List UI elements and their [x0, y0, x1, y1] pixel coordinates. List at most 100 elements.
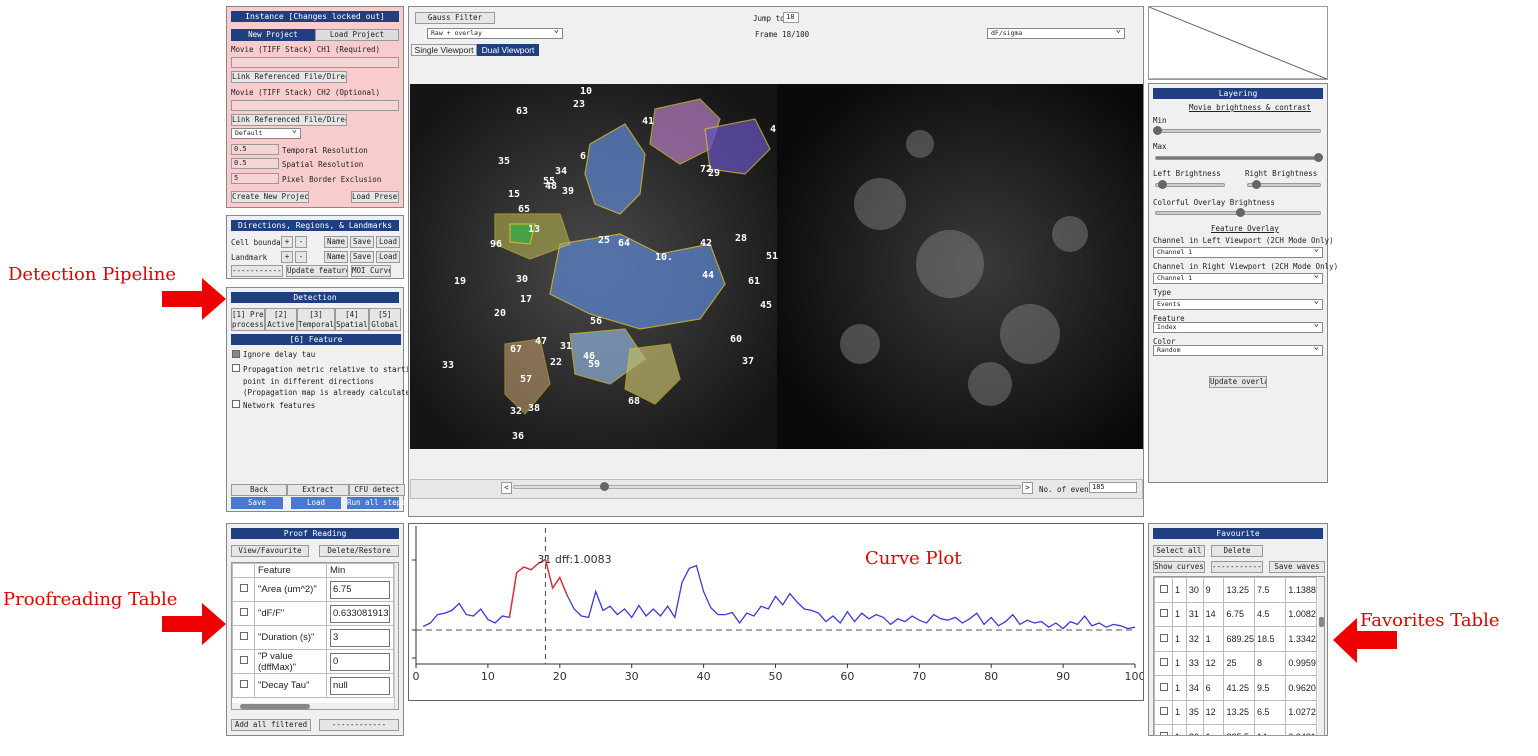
new-project-tab[interactable]: New Project — [231, 29, 315, 41]
event-label[interactable]: 65 — [518, 204, 530, 215]
event-label[interactable]: 42 — [700, 238, 712, 249]
view-favourite-button[interactable]: View/Favourite — [231, 545, 309, 557]
event-label[interactable]: 47 — [535, 336, 547, 347]
right-brightness-thumb[interactable] — [1252, 180, 1261, 189]
load-button[interactable]: Load — [291, 497, 341, 509]
event-label[interactable]: 15 — [508, 189, 520, 200]
event-label[interactable]: 23 — [573, 99, 585, 110]
event-region[interactable] — [704, 118, 771, 175]
delete-restore-button[interactable]: Delete/Restore — [319, 545, 399, 557]
event-label[interactable]: 41 — [642, 116, 654, 127]
overlay-brightness-slider[interactable] — [1155, 208, 1321, 217]
frame-prev-button[interactable]: < — [501, 482, 512, 494]
min-slider-thumb[interactable] — [1153, 126, 1162, 135]
event-label[interactable]: 96 — [490, 239, 502, 250]
right-brightness-slider[interactable] — [1247, 180, 1321, 189]
moi-curve-button[interactable]: MOI Curve — [351, 265, 391, 277]
event-label[interactable]: 33 — [442, 360, 454, 371]
event-label[interactable]: 34 — [555, 166, 567, 177]
channel-left-select[interactable]: Channel 1 — [1153, 245, 1323, 258]
frame-next-button[interactable]: > — [1022, 482, 1033, 494]
favourite-row-checkbox[interactable] — [1159, 707, 1168, 716]
select-all-button[interactable]: Select all — [1153, 545, 1205, 557]
tab-single-viewport[interactable]: Single Viewport — [411, 44, 477, 56]
gauss-filter-button[interactable]: Gauss Filter — [415, 12, 495, 24]
events-count-input[interactable]: 185 — [1089, 482, 1137, 493]
cell-boundary-add-button[interactable]: + — [281, 236, 293, 248]
show-curves-button[interactable]: Show curves — [1153, 561, 1205, 573]
overlay-select[interactable]: Raw + overlay — [427, 26, 563, 39]
update-features-button[interactable]: Update features — [286, 265, 348, 277]
movie-brightness-link[interactable]: Movie brightness & contrast — [1189, 103, 1311, 112]
event-label[interactable]: 17 — [520, 294, 532, 305]
network-checkbox[interactable] — [232, 400, 240, 408]
border-input[interactable]: 5 — [231, 173, 279, 184]
run-all-steps-button[interactable]: Run all steps — [347, 497, 406, 509]
event-label[interactable]: 31 — [560, 341, 572, 352]
metric-select[interactable]: dF/sigma — [987, 26, 1125, 39]
image-viewport[interactable]: 10 23 63 41 4 35 72 29 6 34 55 48 39 15 65 13 96 25 64 42 28… — [410, 84, 1143, 449]
event-label[interactable]: 29 — [708, 168, 720, 179]
fav-vscroll[interactable] — [1318, 577, 1324, 735]
left-brightness-thumb[interactable] — [1158, 180, 1167, 189]
proof-row-checkbox[interactable] — [239, 680, 248, 688]
event-label[interactable]: 6 — [580, 151, 586, 162]
event-label[interactable]: 36 — [512, 431, 524, 442]
event-label[interactable]: 51 — [766, 251, 778, 262]
proof-hscroll[interactable] — [232, 703, 394, 709]
favourite-row-checkbox[interactable] — [1159, 609, 1168, 618]
proof-dashes-button[interactable]: ------------ — [319, 719, 399, 731]
proof-row[interactable]: "Decay Tau" null — [232, 673, 394, 698]
proof-row-checkbox[interactable] — [239, 584, 248, 592]
event-label[interactable]: 45 — [760, 300, 772, 311]
left-brightness-slider[interactable] — [1155, 180, 1225, 189]
ignore-delay-checkbox[interactable] — [232, 350, 240, 358]
event-label[interactable]: 56 — [590, 316, 602, 327]
favourite-row[interactable]: 1361225.5140.94319 — [1154, 724, 1317, 735]
ch2-input[interactable] — [231, 100, 399, 111]
proof-row-min-input[interactable]: null — [330, 676, 390, 695]
landmark-name-button[interactable]: Name — [324, 251, 348, 263]
proof-row-checkbox[interactable] — [239, 632, 248, 640]
spatial-input[interactable]: 0.5 — [231, 158, 279, 169]
favourite-row-checkbox[interactable] — [1159, 682, 1168, 691]
preset-select[interactable]: Default — [231, 126, 301, 139]
favourite-row-checkbox[interactable] — [1159, 584, 1168, 593]
favourite-row-checkbox[interactable] — [1159, 633, 1168, 642]
proof-row-checkbox[interactable] — [239, 608, 248, 616]
proof-row-min-input[interactable]: 6.75 — [330, 580, 390, 599]
dashes-button[interactable]: ------------ — [231, 265, 283, 277]
event-label[interactable]: 19 — [454, 276, 466, 287]
detection-step-1[interactable]: [1] Pre process — [231, 308, 265, 331]
event-label[interactable]: 44 — [702, 270, 714, 281]
event-label[interactable]: 60 — [730, 334, 742, 345]
landmark-save-button[interactable]: Save — [350, 251, 374, 263]
landmark-add-button[interactable]: + — [281, 251, 293, 263]
event-label[interactable]: 28 — [735, 233, 747, 244]
event-label[interactable]: 61 — [748, 276, 760, 287]
event-label[interactable]: 4 — [770, 124, 776, 135]
feature-step-tab[interactable]: [6] Feature — [231, 334, 401, 345]
event-region[interactable] — [549, 233, 726, 330]
ch1-input[interactable] — [231, 57, 399, 68]
save-button[interactable]: Save — [231, 497, 283, 509]
color-select[interactable]: Random — [1153, 343, 1323, 356]
frame-slider-thumb[interactable] — [600, 482, 609, 491]
save-waves-button[interactable]: Save waves — [1269, 561, 1325, 573]
event-region[interactable] — [504, 338, 551, 415]
right-viewport[interactable] — [777, 84, 1143, 449]
jump-to-input[interactable]: 18 — [783, 12, 799, 23]
event-label[interactable]: 10. — [655, 252, 673, 263]
favourite-row-checkbox[interactable] — [1159, 658, 1168, 667]
proof-row[interactable]: "Duration (s)" 3 — [232, 625, 394, 650]
detection-step-2[interactable]: [2] Active — [264, 308, 297, 331]
event-label[interactable]: 38 — [528, 403, 540, 414]
create-project-button[interactable]: Create New Project — [231, 191, 309, 203]
landmark-load-button[interactable]: Load — [376, 251, 400, 263]
event-region[interactable] — [584, 123, 646, 215]
frame-slider[interactable] — [513, 482, 1021, 491]
